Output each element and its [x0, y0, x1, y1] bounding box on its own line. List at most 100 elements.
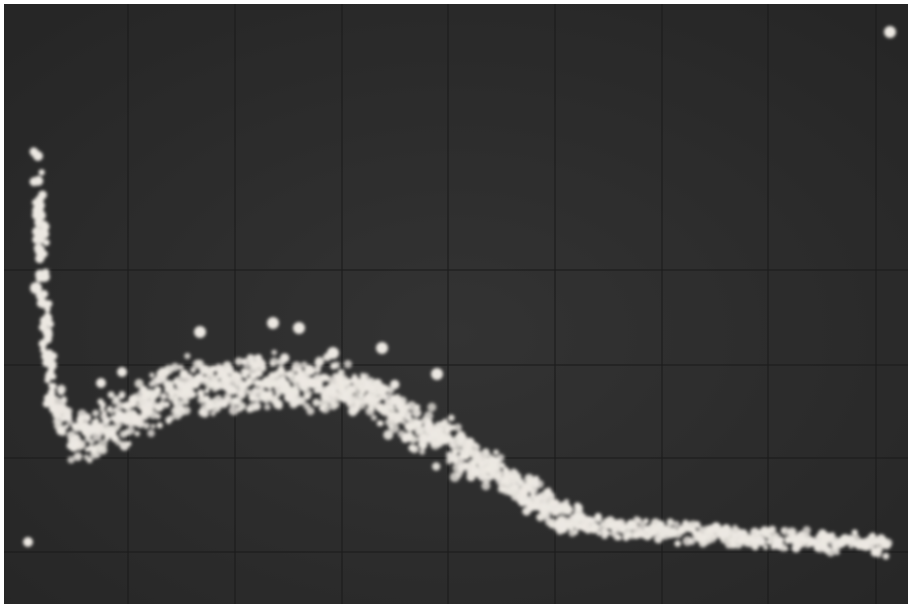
trace-dot — [876, 552, 882, 558]
trace-dot — [643, 518, 649, 524]
trace-dot — [280, 353, 289, 362]
trace-dot — [100, 402, 106, 408]
trace-dot — [32, 199, 39, 206]
stray-dot — [376, 342, 388, 354]
trace-dot — [390, 380, 400, 390]
page: (() => { const NS = 'http://www.w3.org/2… — [0, 0, 909, 607]
trace-dot — [783, 546, 788, 551]
trace-dot — [264, 404, 271, 411]
trace-dot — [371, 415, 377, 421]
trace-dot — [424, 411, 433, 420]
trace-dot — [597, 531, 602, 536]
trace-dot — [39, 339, 48, 348]
stray-dot — [884, 26, 896, 38]
trace-dot — [271, 350, 277, 356]
trace-dot — [763, 545, 768, 550]
trace-dot — [276, 403, 283, 410]
trace-dot — [312, 399, 320, 407]
trace-dot — [190, 391, 197, 398]
trace-dot — [34, 244, 44, 254]
trace-dot — [197, 389, 204, 396]
trace-dot — [674, 540, 681, 547]
trace-dot — [870, 532, 875, 537]
trace-dot — [574, 504, 582, 512]
trace-dot — [46, 328, 53, 335]
trace-dot — [75, 434, 80, 439]
trace-dot — [883, 538, 892, 547]
trace-dot — [306, 407, 314, 415]
trace-dot — [419, 449, 425, 455]
trace-dot — [252, 402, 261, 411]
trace-dot — [280, 370, 287, 377]
trace-dot — [345, 378, 352, 385]
trace-dot — [34, 210, 42, 218]
trace-dot — [65, 407, 72, 414]
trace-dot — [74, 452, 83, 461]
trace-dot — [160, 393, 167, 400]
screen — [4, 4, 908, 604]
trace-dot — [143, 422, 150, 429]
trace-dot — [303, 389, 312, 398]
trace-dot — [493, 449, 499, 455]
trace-dot — [475, 450, 481, 456]
stray-dot — [431, 368, 443, 380]
trace-dot — [344, 360, 352, 368]
trace-dot — [497, 454, 504, 461]
trace-dot — [44, 377, 50, 383]
stray-dot — [33, 151, 43, 161]
trace-dot — [77, 440, 86, 449]
trace-dot — [94, 452, 100, 458]
trace-dot — [333, 362, 340, 369]
trace-dot — [427, 403, 436, 412]
trace-dot — [48, 361, 57, 370]
trace-dot — [567, 506, 574, 513]
trace-dot — [454, 423, 462, 431]
trace-dot — [475, 444, 481, 450]
trace-dot — [157, 422, 163, 428]
trace-dot — [432, 462, 440, 470]
stray-dot — [267, 317, 279, 329]
trace-dot — [134, 431, 140, 437]
trace-dot — [390, 423, 400, 433]
stray-dot — [30, 282, 42, 294]
trace-dot — [307, 368, 315, 376]
trace-dot — [155, 413, 161, 419]
trace-dot — [182, 406, 191, 415]
trace-dot — [45, 349, 54, 358]
stray-dot — [23, 537, 33, 547]
trace-dot — [409, 435, 417, 443]
trace-dot — [542, 512, 548, 518]
trace-dot — [50, 383, 57, 390]
trace-dot — [126, 441, 131, 446]
trace-dot — [448, 415, 455, 422]
trace-dot — [378, 421, 383, 426]
trace-dot — [182, 398, 189, 405]
trace-dot — [178, 364, 183, 369]
trace-dot — [732, 525, 738, 531]
trace-dot — [155, 388, 161, 394]
stray-dot — [96, 378, 106, 388]
trace-dot — [40, 229, 49, 238]
trace-dot — [617, 535, 622, 540]
trace-dot — [778, 536, 784, 542]
trace-dot — [535, 480, 544, 489]
trace-dot — [102, 416, 110, 424]
trace-dot — [605, 530, 611, 536]
trace-dot — [147, 429, 155, 437]
trace-dot — [398, 396, 407, 405]
trace-dot — [673, 521, 680, 528]
trace-dot — [619, 524, 626, 531]
oscilloscope-photo — [0, 0, 909, 607]
stray-dot — [194, 326, 206, 338]
trace-dot — [116, 422, 122, 428]
trace-dot — [92, 410, 99, 417]
trace-dot — [119, 394, 124, 399]
trace-dot — [412, 409, 421, 418]
trace-dot — [332, 400, 340, 408]
trace-dot — [61, 396, 67, 402]
trace-dot — [39, 220, 48, 229]
trace-dot — [47, 320, 54, 327]
trace-dot — [410, 445, 418, 453]
trace-dot — [171, 363, 179, 371]
trace-dot — [270, 357, 279, 366]
